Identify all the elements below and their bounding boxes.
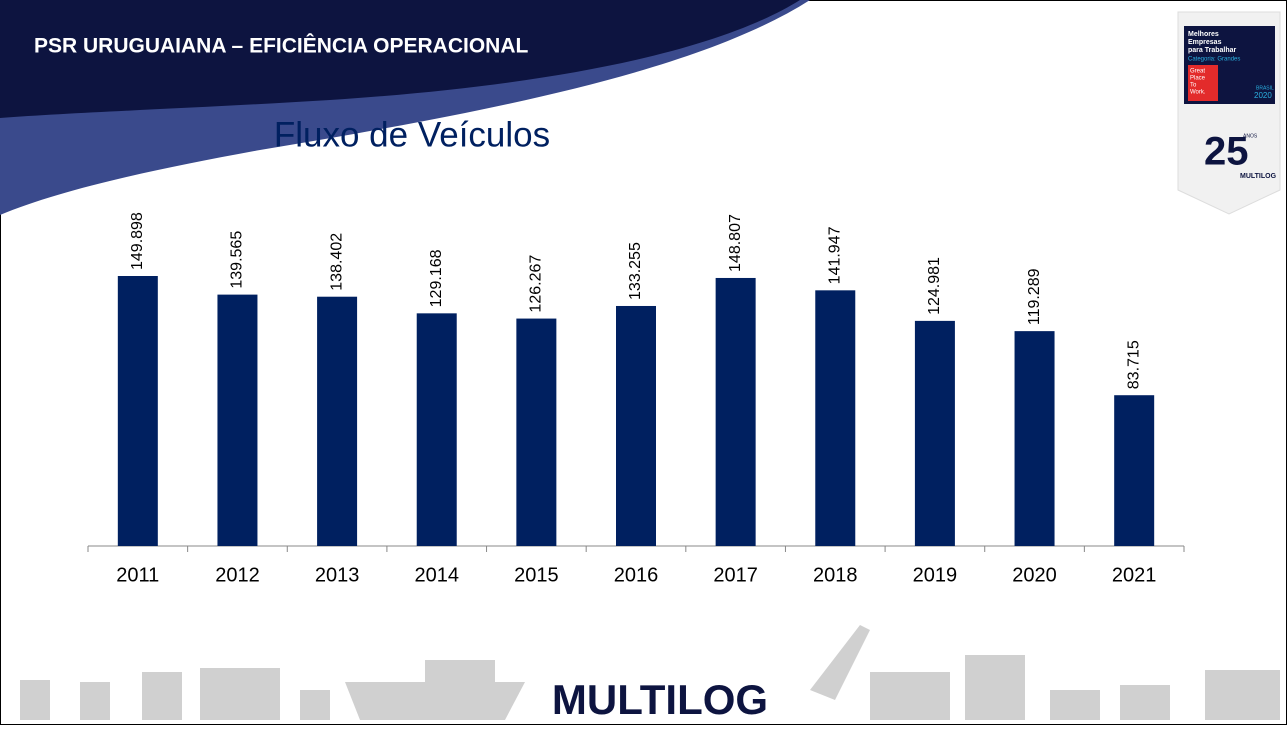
value-label: 148.807 (727, 214, 744, 272)
slide: PSR URUGUAIANA – EFICIÊNCIA OPERACIONAL … (0, 0, 1287, 725)
value-label: 141.947 (826, 226, 843, 284)
bar (217, 295, 257, 546)
x-tick-label: 2019 (913, 564, 958, 586)
header-title: PSR URUGUAIANA – EFICIÊNCIA OPERACIONAL (34, 34, 528, 58)
badge-text: Empresas (1188, 39, 1222, 46)
x-tick-label: 2021 (1112, 564, 1157, 586)
badge-text: 2020 (1254, 91, 1272, 100)
value-label: 129.168 (428, 249, 445, 307)
x-tick-label: 2018 (813, 564, 858, 586)
value-label: 126.267 (528, 255, 545, 313)
badge-text: Great (1190, 69, 1205, 75)
x-tick-label: 2014 (414, 564, 459, 586)
badge-anniversary: 25 (1204, 130, 1249, 174)
bar (417, 313, 457, 546)
footer-logo: MULTILOG (552, 676, 768, 723)
badge-text: Categoria: Grandes (1188, 57, 1240, 63)
value-label: 149.898 (129, 212, 146, 270)
x-tick-label: 2015 (514, 564, 559, 586)
badge-text: MULTILOG (1240, 173, 1277, 180)
x-tick-label: 2011 (116, 564, 159, 586)
x-tick-label: 2020 (1012, 564, 1057, 586)
value-label: 124.981 (926, 257, 943, 315)
bar (815, 290, 855, 546)
x-tick-label: 2017 (713, 564, 758, 586)
badge-text: To (1190, 83, 1197, 89)
badge-text: Melhores (1188, 31, 1219, 38)
badge-text: Place (1190, 76, 1206, 82)
x-tick-label: 2012 (215, 564, 260, 586)
bar (118, 276, 158, 546)
bar (516, 319, 556, 546)
bar (616, 306, 656, 546)
chart-title: Fluxo de Veículos (274, 115, 550, 154)
bar (1114, 395, 1154, 546)
bar (915, 321, 955, 546)
bar (716, 278, 756, 546)
value-label: 119.289 (1026, 268, 1043, 325)
badge-text: ANOS (1243, 133, 1258, 139)
value-label: 139.565 (229, 231, 246, 289)
value-label: 138.402 (328, 233, 345, 291)
bar (1015, 331, 1055, 546)
x-tick-label: 2016 (614, 564, 659, 586)
badge: Melhores Empresas para Trabalhar Categor… (1178, 12, 1280, 214)
bar (317, 297, 357, 546)
value-label: 83.715 (1125, 340, 1142, 389)
value-label: 133.255 (627, 242, 644, 300)
badge-text: para Trabalhar (1188, 47, 1237, 54)
x-tick-label: 2013 (315, 564, 360, 586)
badge-text: Work. (1190, 90, 1206, 96)
